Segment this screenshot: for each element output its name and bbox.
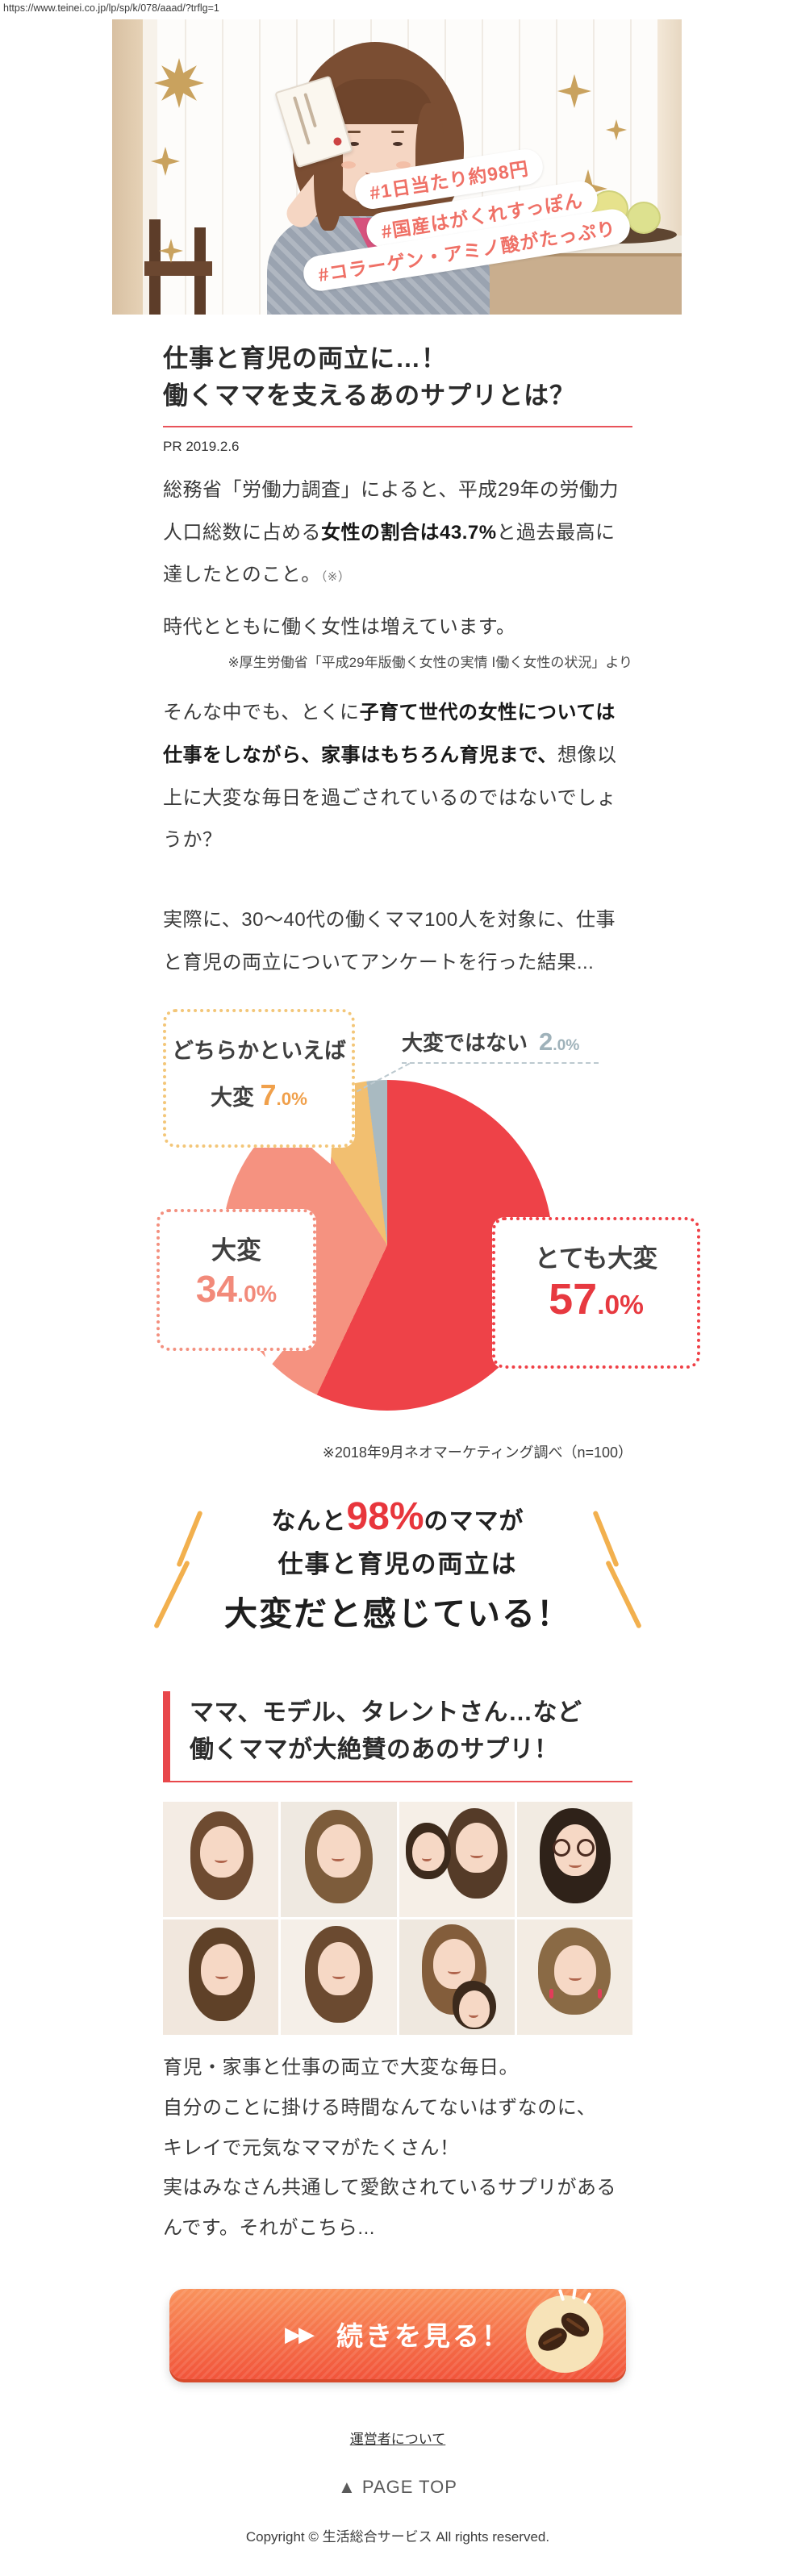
sparkle-icon	[606, 119, 627, 140]
woman-eye	[393, 142, 403, 146]
lemon	[627, 202, 661, 234]
pie-label-text: どちらかといえば	[172, 1038, 346, 1063]
highlight-statement: なんと98%のママが 仕事と育児の両立は 大変だと感じている！	[153, 1494, 642, 1643]
paragraph-text: 総務省「労働力調査」によると、平成29年の労働力人口総数に占める	[163, 478, 620, 544]
pie-label-text: 大変	[211, 1085, 254, 1110]
survey-source-note: ※2018年9月ネオマーケティング調べ（n=100）	[322, 1444, 632, 1461]
title-line-2: 働くママを支えるあのサプリとは？	[163, 381, 576, 410]
paragraph-bold: 女性の割合は43.7%	[321, 521, 497, 544]
pie-label-text: 大変	[211, 1236, 261, 1265]
mom-photo	[281, 1919, 397, 2035]
pie-value-decimal: .0%	[553, 1036, 580, 1054]
page-top-link[interactable]: ▲ PAGE TOP	[338, 2477, 457, 2498]
continue-reading-button[interactable]: ▶▶ 続きを見る！	[169, 2287, 626, 2380]
paragraph-text: 自分のことに掛ける時間なんてないはずなのに、	[163, 2096, 597, 2119]
highlight-number: 98%	[346, 1494, 424, 1538]
mom-and-child-photo	[399, 1919, 515, 2035]
footnote-mark: （※）	[320, 570, 351, 585]
paragraph-text: 想像以上に大変な毎日を過ごされているのではないでしょうか？	[163, 744, 617, 852]
pie-value-num: 2	[539, 1027, 553, 1056]
operator-info-link[interactable]: 運営者について	[349, 2432, 446, 2448]
section-header-line-1: ママ、モデル、タレントさん…など	[190, 1699, 582, 1726]
paragraph-text: 育児・家事と仕事の両立で大変な毎日。	[163, 2056, 519, 2078]
mom-photo	[163, 1919, 279, 2035]
pie-value-num: 34	[195, 1267, 238, 1310]
highlight-line-1: なんと98%のママが	[163, 1494, 632, 1539]
paragraph-text: と過去最高に達したとのこと。	[163, 521, 616, 586]
supplement-beans-icon	[526, 2287, 603, 2374]
pie-value-num: 57	[549, 1274, 598, 1323]
paragraph-1: 総務省「労働力調査」によると、平成29年の労働力人口総数に占める女性の割合は43…	[163, 469, 632, 597]
woman-brow	[348, 131, 361, 133]
source-note: ※厚生労働省「平成29年版働く女性の実情 Ⅰ働く女性の状況」より	[227, 654, 632, 670]
copyright-text: Copyright © 生活総合サービス All rights reserved…	[245, 2529, 550, 2545]
sparkle-icon	[159, 239, 183, 263]
pie-label-text: 大変ではない	[402, 1030, 528, 1055]
woman-eye	[349, 142, 359, 146]
hero-image: #1日当たり約98円 #国産はがくれすっぽん #コラーゲン・アミノ酸がたっぷり	[112, 19, 682, 315]
survey-pie-chart: どちらかといえば 大変 7.0% 大変ではない 2.0% とても大変 57.0% …	[157, 1008, 700, 1462]
pie-value: 34.0%	[160, 1266, 313, 1313]
sparkle-icon	[557, 74, 591, 108]
paragraph-4: 実際に、30〜40代の働くママ100人を対象に、仕事と育児の両立についてアンケー…	[163, 909, 616, 973]
pie-value: 7	[260, 1078, 277, 1111]
section-header: ママ、モデル、タレントさん…など 働くママが大絶賛のあのサプリ！	[163, 1690, 632, 1782]
woman-blush	[341, 161, 356, 169]
chair-decor	[144, 261, 212, 276]
highlight-line-3: 大変だと感じている！	[224, 1594, 571, 1632]
pie-connector-line	[402, 1061, 599, 1064]
pie-label-very-hard: とても大変 57.0%	[492, 1216, 700, 1369]
pie-label-text: とても大変	[534, 1244, 658, 1273]
cta-label: 続きを見る！	[336, 2321, 511, 2352]
mom-photo-earrings	[516, 1919, 632, 2035]
pie-value-decimal: .0%	[237, 1281, 278, 1307]
title-line-1: 仕事と育児の両立に…！	[163, 344, 447, 373]
pie-value: 57.0%	[495, 1274, 697, 1324]
window-frame-left	[112, 19, 143, 315]
product-box-text-decor	[303, 93, 317, 128]
paragraph-bold: 子育て世代の女性については仕事をしながら、家事はもちろん育児まで、	[163, 701, 616, 766]
mom-and-child-photo	[399, 1801, 515, 1917]
moms-photo-grid	[163, 1801, 632, 2035]
paragraph-3: そんな中でも、とくに子育て世代の女性については仕事をしながら、家事はもちろん育児…	[163, 692, 632, 862]
mom-photo-glasses	[516, 1801, 632, 1917]
pie-label-rather-hard: どちらかといえば 大変 7.0%	[163, 1008, 355, 1148]
play-arrows-icon: ▶▶	[285, 2321, 315, 2346]
highlight-line-2: 仕事と育児の両立は	[278, 1549, 518, 1578]
pie-label-hard: 大変 34.0%	[157, 1208, 316, 1351]
paragraph-text: そんな中でも、とくに	[163, 701, 360, 723]
pie-value: 2.0%	[539, 1027, 579, 1056]
woman-blush	[396, 161, 411, 169]
pie-value-decimal: .0%	[597, 1290, 644, 1320]
section-header-line-2: 働くママが大絶賛のあのサプリ！	[190, 1736, 559, 1764]
pie-value-decimal: .0%	[276, 1088, 307, 1109]
woman-brow	[391, 131, 404, 133]
paragraph-text: 実はみなさん共通して愛飲されているサプリがあるんです。それがこちら...	[163, 2177, 617, 2240]
pie-label-not-hard: 大変ではない 2.0%	[402, 1027, 579, 1057]
main-content: 仕事と育児の両立に…！ 働くママを支えるあのサプリとは？ PR 2019.2.6…	[153, 315, 700, 2545]
product-box-seal	[332, 136, 343, 147]
browser-url-text: https://www.teinei.co.jp/lp/sp/k/078/aaa…	[3, 2, 219, 14]
page-title: 仕事と育児の両立に…！ 働くママを支えるあのサプリとは？	[163, 340, 632, 427]
counter	[479, 253, 682, 315]
paragraph-text: キレイで元気なママがたくさん！	[163, 2136, 460, 2159]
mom-photo	[163, 1801, 279, 1917]
paragraph-2: 時代とともに働く女性は増えています。	[163, 616, 516, 639]
highlight-text: のママが	[424, 1507, 524, 1535]
mom-photo	[281, 1801, 397, 1917]
paragraph-5: 育児・家事と仕事の両立で大変な毎日。自分のことに掛ける時間なんてないはずなのに、…	[163, 2048, 632, 2249]
highlight-text: なんと	[271, 1507, 347, 1535]
footer: 運営者について ▲ PAGE TOP Copyright © 生活総合サービス …	[163, 2379, 632, 2545]
pr-date: PR 2019.2.6	[163, 438, 240, 454]
